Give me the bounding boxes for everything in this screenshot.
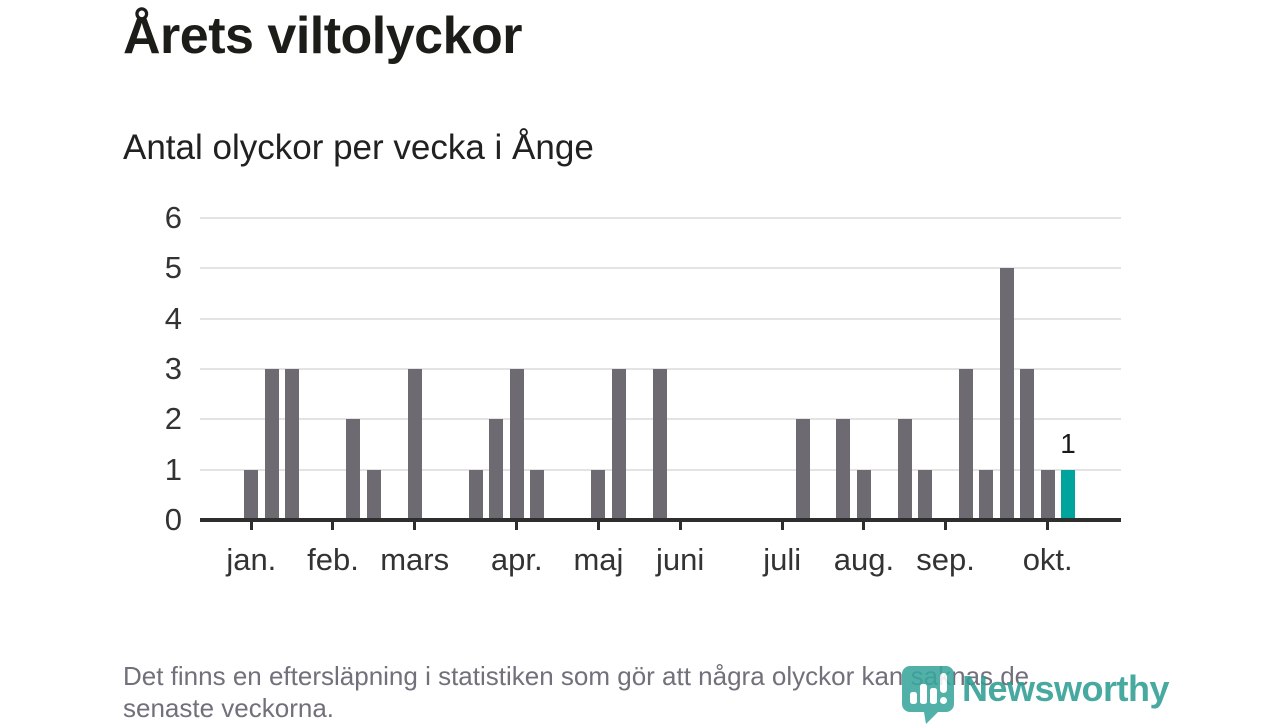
y-axis-label-2: 2 — [164, 401, 182, 437]
highlight-value-label: 1 — [1060, 427, 1076, 459]
y-axis-label-4: 4 — [164, 300, 182, 336]
x-axis-label-maj: maj — [573, 542, 624, 577]
x-axis-tick-juli — [780, 520, 784, 530]
x-axis-label-okt: okt. — [1022, 542, 1073, 577]
y-axis-label-0: 0 — [164, 502, 182, 537]
bar-week-37 — [979, 469, 994, 520]
x-axis-label-feb: feb. — [307, 542, 359, 577]
bar-week-41-highlight — [1061, 469, 1076, 520]
x-axis-label-mars: mars — [380, 542, 450, 577]
x-axis-label-juli: juli — [763, 542, 802, 577]
bar-week-36 — [959, 369, 973, 520]
gridline-y-6 — [200, 217, 1121, 219]
x-axis-tick-aug — [862, 520, 866, 530]
bar-chart-plot-area: 0 1 2 3 4 5 6 1 jan. feb. mars apr. maj juni juli aug. s… — [165, 200, 1121, 577]
x-axis-tick-feb — [331, 520, 335, 530]
bar-week-18 — [591, 469, 606, 520]
chart-title: Årets viltolyckor — [123, 7, 523, 65]
x-axis-tick-maj — [596, 520, 600, 530]
newsworthy-logo: Newsworthy — [900, 662, 1170, 724]
bar-week-21 — [652, 369, 667, 520]
bar-week-38 — [999, 268, 1014, 520]
chart-footnote: Det finns en eftersläpning i statistiken… — [123, 661, 1030, 723]
y-axis-label-6: 6 — [164, 200, 182, 235]
x-axis-tick-sep — [944, 520, 948, 530]
x-axis-tick-juni — [678, 520, 682, 530]
x-axis-label-apr: apr. — [490, 542, 543, 577]
gridline-y-4 — [200, 317, 1121, 320]
x-axis-label-jan: jan. — [226, 542, 277, 577]
y-axis-label-1: 1 — [164, 451, 182, 487]
bar-week-6 — [346, 419, 361, 520]
bar-week-13 — [489, 419, 504, 520]
bar-week-1 — [244, 469, 259, 520]
bar-week-19 — [611, 369, 626, 520]
y-axis-label-3: 3 — [164, 351, 182, 386]
bar-week-9 — [407, 369, 422, 520]
x-axis-tick-apr — [515, 520, 519, 530]
y-axis-label-5: 5 — [164, 250, 182, 286]
x-axis-line — [200, 518, 1121, 522]
x-axis-label-sep: sep. — [916, 542, 975, 577]
bar-week-33 — [897, 419, 912, 520]
bar-week-30 — [836, 419, 851, 520]
bar-week-7 — [366, 469, 381, 520]
x-axis-tick-okt — [1046, 520, 1050, 530]
newsworthy-logo-icon — [902, 666, 954, 724]
bar-week-39 — [1020, 369, 1035, 520]
bar-week-14 — [509, 369, 524, 520]
x-axis-label-juni: juni — [655, 542, 705, 577]
bar-week-3 — [285, 369, 300, 520]
bar-week-2 — [264, 369, 279, 520]
bar-week-40 — [1040, 469, 1055, 520]
newsworthy-logo-text: Newsworthy — [962, 668, 1170, 709]
bar-week-15 — [530, 469, 545, 520]
bar-week-12 — [468, 469, 483, 520]
bar-week-28 — [795, 419, 810, 520]
bar-week-34 — [918, 469, 933, 520]
x-axis-tick-mars — [413, 520, 417, 530]
x-axis-label-aug: aug. — [833, 542, 895, 577]
chart-subtitle: Antal olyckor per vecka i Ånge — [123, 128, 594, 167]
gridline-y-5 — [200, 267, 1121, 270]
x-axis-tick-jan — [249, 520, 253, 530]
bar-week-31 — [856, 469, 871, 520]
